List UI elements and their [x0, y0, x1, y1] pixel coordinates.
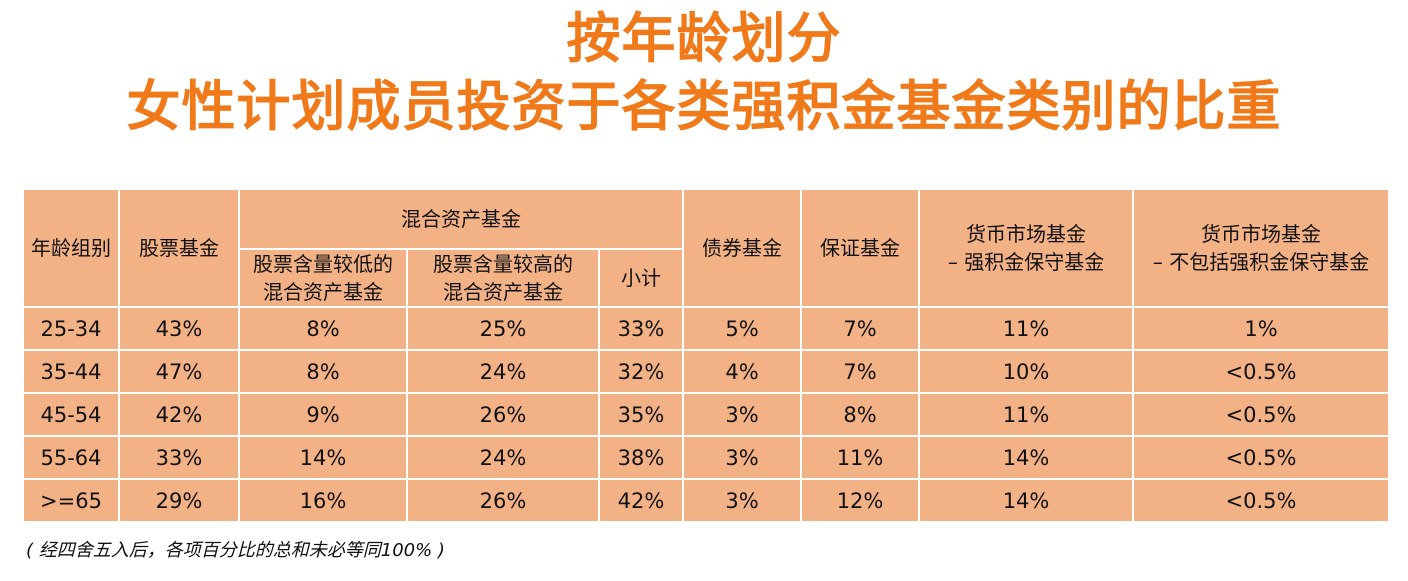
cell-bond: 3%	[682, 435, 803, 480]
cell-mixed-low: 8%	[238, 349, 408, 394]
cell-age-group: >=65	[22, 478, 120, 523]
header-mixed-low-line2: 混合资产基金	[263, 280, 383, 304]
footnote: ( 经四舍五入后，各项百分比的总和未必等同100% )	[26, 540, 445, 561]
table-row: 35-44 47% 8% 24% 32% 4% 7% 10% <0.5%	[22, 349, 1391, 394]
header-mixed-low-equity: 股票含量较低的 混合资产基金	[238, 248, 408, 308]
table-body: 25-34 43% 8% 25% 33% 5% 7% 11% 1% 35-44 47% 8% 24% 32…	[22, 306, 1391, 523]
header-money-market-other-line1: 货币市场基金	[1201, 222, 1322, 246]
cell-mixed-subtotal: 38%	[597, 435, 685, 480]
cell-money-market-mpf: 14%	[918, 478, 1135, 523]
cell-equity: 33%	[118, 435, 240, 480]
cell-mixed-low: 16%	[238, 478, 408, 523]
cell-money-market-mpf: 10%	[918, 349, 1135, 394]
fund-allocation-table: 年龄组别 股票基金 混合资产基金 债券基金 保证基金 货币市场基金 – 强积金保…	[22, 188, 1391, 523]
header-mixed-assets-fund: 混合资产基金	[237, 188, 685, 250]
cell-money-market-mpf: 14%	[918, 435, 1135, 480]
cell-equity: 43%	[118, 306, 240, 351]
header-mixed-high-equity: 股票含量较高的 混合资产基金	[406, 248, 600, 308]
cell-age-group: 35-44	[22, 349, 120, 394]
cell-equity: 42%	[118, 392, 240, 437]
header-mixed-high-line2: 混合资产基金	[443, 280, 563, 304]
cell-money-market-other: <0.5%	[1132, 349, 1391, 394]
header-bond-fund: 债券基金	[682, 188, 803, 308]
cell-mixed-high: 24%	[406, 349, 600, 394]
cell-money-market-other: <0.5%	[1132, 478, 1391, 523]
cell-mixed-subtotal: 32%	[597, 349, 685, 394]
header-money-market-mpf-line1: 货币市场基金	[966, 222, 1087, 246]
cell-mixed-low: 9%	[238, 392, 408, 437]
header-mixed-low-line1: 股票含量较低的	[253, 252, 393, 276]
table-row: >=65 29% 16% 26% 42% 3% 12% 14% <0.5%	[22, 478, 1391, 523]
title-line-2: 女性计划成员投资于各类强积金基金类别的比重	[126, 75, 1282, 138]
cell-guaranteed: 11%	[800, 435, 921, 480]
cell-mixed-low: 8%	[238, 306, 408, 351]
cell-money-market-mpf: 11%	[918, 392, 1135, 437]
cell-bond: 5%	[682, 306, 803, 351]
header-equity-fund: 股票基金	[118, 188, 240, 308]
table-row: 25-34 43% 8% 25% 33% 5% 7% 11% 1%	[22, 306, 1391, 351]
cell-age-group: 25-34	[22, 306, 120, 351]
header-money-market-other-line2: – 不包括强积金保守基金	[1152, 250, 1370, 274]
cell-guaranteed: 7%	[800, 349, 921, 394]
cell-equity: 47%	[118, 349, 240, 394]
cell-money-market-other: <0.5%	[1132, 435, 1391, 480]
header-mixed-high-line1: 股票含量较高的	[433, 252, 573, 276]
header-subtotal: 小计	[597, 248, 685, 308]
header-money-market-other: 货币市场基金 – 不包括强积金保守基金	[1132, 188, 1391, 308]
cell-bond: 4%	[682, 349, 803, 394]
table-row: 55-64 33% 14% 24% 38% 3% 11% 14% <0.5%	[22, 435, 1391, 480]
cell-mixed-high: 26%	[406, 478, 600, 523]
cell-mixed-subtotal: 35%	[597, 392, 685, 437]
cell-equity: 29%	[118, 478, 240, 523]
cell-money-market-other: <0.5%	[1132, 392, 1391, 437]
cell-money-market-other: 1%	[1132, 306, 1391, 351]
cell-mixed-subtotal: 33%	[597, 306, 685, 351]
header-money-market-mpf-conservative: 货币市场基金 – 强积金保守基金	[918, 188, 1135, 308]
cell-money-market-mpf: 11%	[918, 306, 1135, 351]
cell-mixed-high: 26%	[406, 392, 600, 437]
cell-age-group: 45-54	[22, 392, 120, 437]
cell-mixed-high: 25%	[406, 306, 600, 351]
header-age-group: 年龄组别	[22, 188, 120, 308]
cell-guaranteed: 12%	[800, 478, 921, 523]
cell-guaranteed: 8%	[800, 392, 921, 437]
title-line-1: 按年龄划分	[566, 7, 842, 70]
header-money-market-mpf-line2: – 强积金保守基金	[947, 250, 1105, 274]
cell-mixed-high: 24%	[406, 435, 600, 480]
cell-guaranteed: 7%	[800, 306, 921, 351]
table-row: 45-54 42% 9% 26% 35% 3% 8% 11% <0.5%	[22, 392, 1391, 437]
cell-mixed-subtotal: 42%	[597, 478, 685, 523]
cell-bond: 3%	[682, 478, 803, 523]
cell-mixed-low: 14%	[238, 435, 408, 480]
cell-age-group: 55-64	[22, 435, 120, 480]
cell-bond: 3%	[682, 392, 803, 437]
header-guaranteed-fund: 保证基金	[800, 188, 921, 308]
